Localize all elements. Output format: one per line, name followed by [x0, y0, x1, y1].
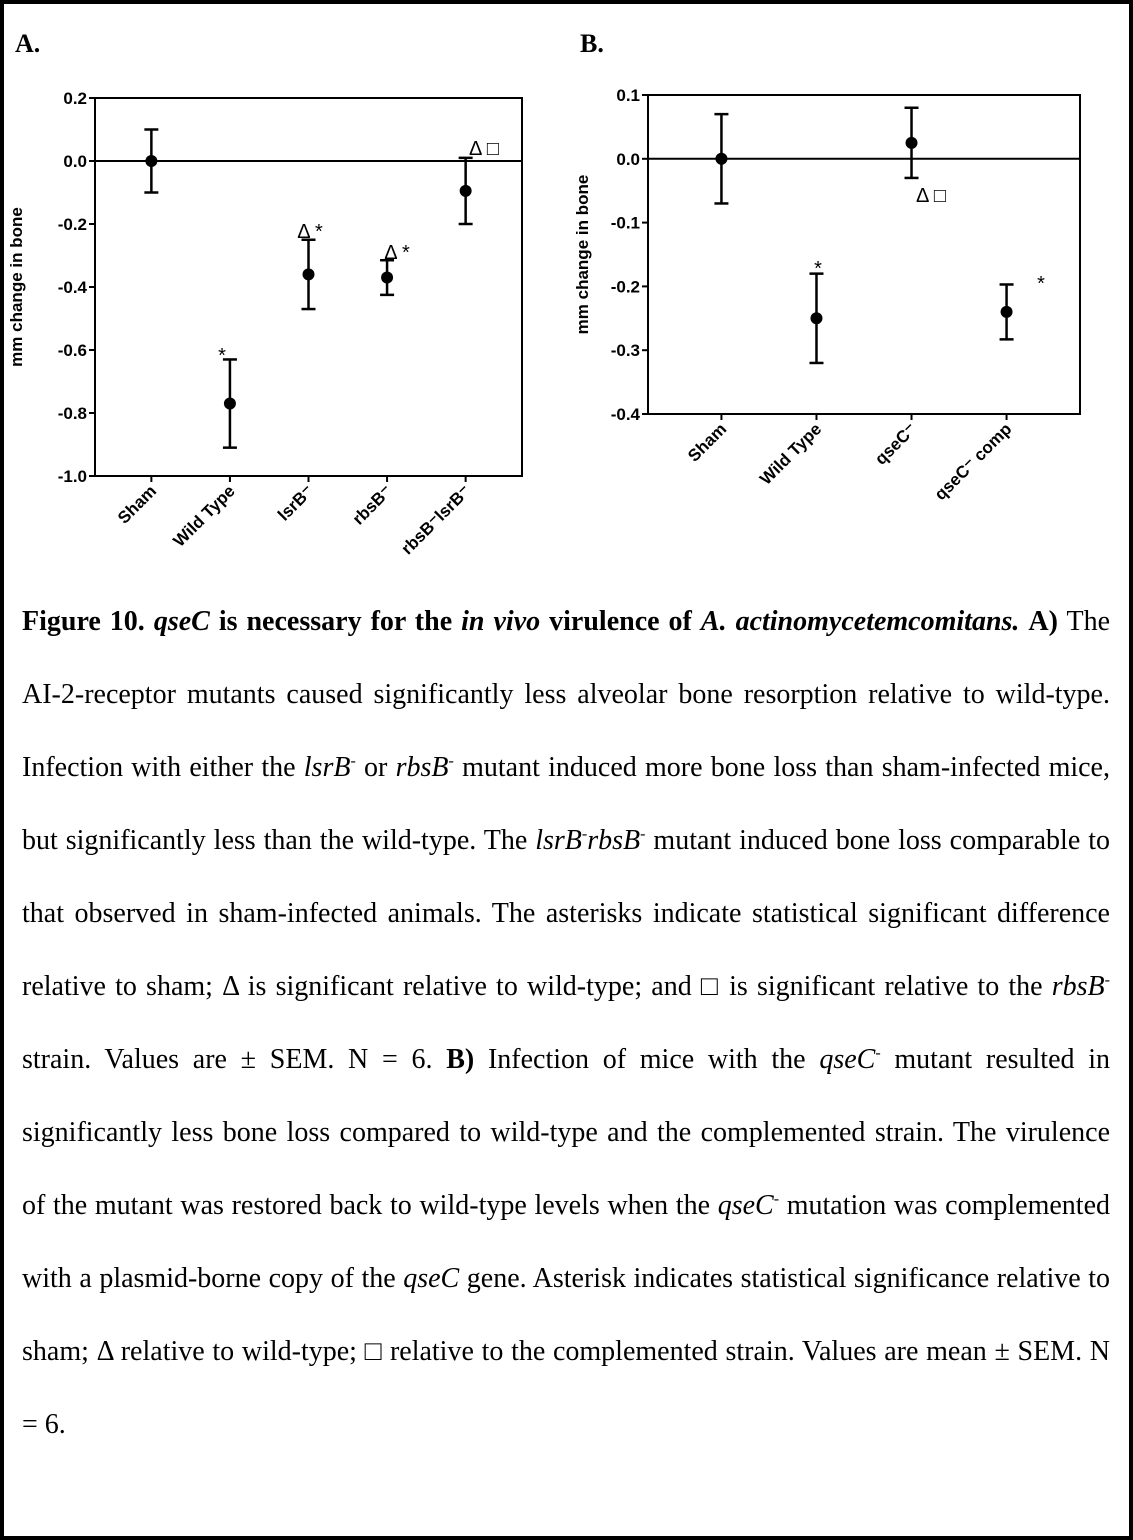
caption-text: B) [446, 1044, 475, 1075]
point [1000, 305, 1013, 318]
point [381, 271, 394, 284]
y-axis-label: mm change in bone [573, 175, 592, 335]
y-tick-label: -0.4 [611, 405, 641, 424]
caption-text: - [773, 1190, 780, 1208]
caption-text: mutant induced more bone loss than sham-… [22, 752, 1110, 856]
annotation: Δ □ [469, 138, 499, 160]
caption-text: qseC [819, 1044, 876, 1075]
caption-text: mutant resulted in significantly less bo… [22, 1044, 1111, 1221]
x-tick-label: rbsB⁻ [349, 481, 396, 528]
caption-text: rbsB [587, 825, 641, 856]
caption: Figure 10. qseC is necessary for the in … [22, 585, 1110, 1461]
caption-text: virulence of [540, 606, 701, 637]
x-tick-label: Wild Type [170, 481, 239, 550]
caption-text: Infection of mice with the [474, 1044, 820, 1075]
caption-text: in vivo [461, 606, 541, 637]
caption-text: or [355, 752, 396, 783]
caption-text: lsrB [303, 752, 351, 783]
x-tick-label: qseC⁻ comp [931, 419, 1016, 504]
y-tick-label: -0.4 [58, 278, 88, 297]
caption-text: rbsB [395, 752, 449, 783]
caption-text: A. actinomycetemcomitans. [700, 606, 1020, 637]
y-tick-label: -0.3 [611, 341, 640, 360]
point [810, 312, 823, 325]
point [145, 155, 158, 167]
y-tick-label: 0.2 [63, 89, 87, 108]
caption-text: - [1104, 971, 1110, 989]
point [459, 184, 472, 197]
y-tick-label: -0.8 [58, 404, 87, 423]
caption-text: strain. Values are ± SEM. N = 6. [22, 1044, 447, 1075]
x-tick-label: Sham [684, 419, 730, 465]
y-tick-label: 0.0 [616, 150, 640, 169]
caption-text: - [875, 1044, 881, 1062]
caption-text: - [640, 825, 646, 843]
caption-text: qseC [403, 1263, 460, 1294]
caption-text: The AI-2-receptor mutants caused signifi… [22, 606, 1110, 783]
y-tick-label: -0.1 [611, 214, 640, 233]
caption-text: - [350, 752, 356, 770]
panel-label: A. [15, 29, 40, 58]
annotation: * [1037, 273, 1045, 295]
caption-text: lsrB [535, 825, 582, 856]
point [715, 152, 728, 165]
caption-text: gene. Asterisk indicates statistical sig… [22, 1263, 1111, 1440]
annotation: Δ □ [916, 185, 946, 207]
point [302, 268, 315, 281]
y-tick-label: -0.2 [611, 277, 640, 296]
caption-text: rbsB [1051, 971, 1105, 1002]
x-tick-label: qseC⁻ [871, 419, 920, 468]
y-tick-label: -1.0 [58, 467, 87, 486]
panel-label: B. [580, 29, 604, 58]
caption-text: A) [1028, 606, 1058, 637]
caption-text: qseC [153, 606, 210, 637]
y-tick-label: 0.1 [616, 86, 640, 105]
caption-text: - [448, 752, 454, 770]
annotation: Δ * [384, 242, 410, 264]
y-tick-label: -0.2 [58, 215, 87, 234]
annotation: Δ * [297, 221, 323, 243]
caption-text: qseC [717, 1190, 774, 1221]
caption-text: mutation was complemented with a plasmid… [22, 1190, 1110, 1294]
annotation: * [218, 345, 226, 367]
caption-text: is necessary for the [209, 606, 462, 637]
point [223, 397, 236, 410]
caption-text: mutant induced bone loss comparable to t… [22, 825, 1110, 1002]
x-tick-label: rbsB⁻lsrB⁻ [398, 481, 475, 558]
x-tick-label: Wild Type [756, 419, 825, 488]
figure: A. B. * Δ * Δ * Δ □ * Δ □ * 0.2 0.0 -0.2 -0… [7, 29, 1081, 558]
y-axis-label: mm change in bone [7, 207, 26, 367]
point [905, 136, 918, 149]
caption-text: - [581, 825, 588, 843]
x-tick-label: lsrB⁻ [274, 481, 317, 524]
plot-frame [647, 94, 1081, 415]
annotation: * [814, 258, 822, 280]
caption-text: Figure 10. [22, 606, 154, 637]
x-tick-label: Sham [114, 481, 160, 527]
y-tick-label: -0.6 [58, 341, 87, 360]
y-tick-label: 0.0 [63, 152, 87, 171]
